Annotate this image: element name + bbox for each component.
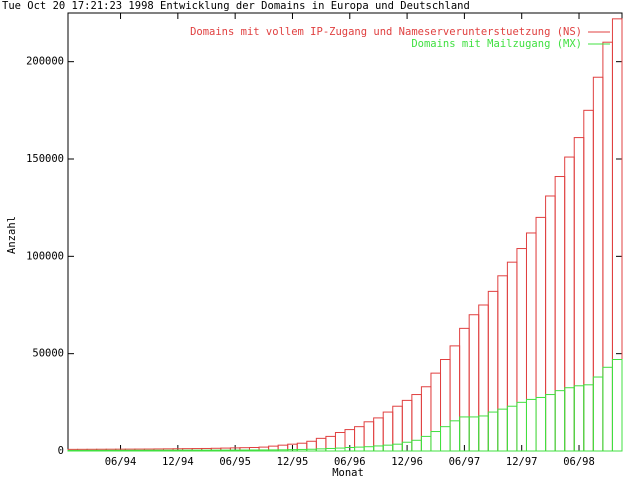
step-box: [554, 390, 566, 452]
step-box: [401, 399, 413, 452]
x-tick-label: 12/95: [277, 456, 309, 468]
step-box: [459, 327, 470, 452]
step-box: [239, 449, 250, 452]
x-tick-label: 06/97: [449, 456, 481, 468]
x-tick-label: 12/97: [506, 456, 538, 468]
step-box: [611, 359, 623, 452]
step-box: [411, 394, 422, 452]
step-box: [220, 449, 231, 452]
step-box: [296, 448, 308, 452]
step-box: [497, 275, 508, 452]
step-box: [115, 449, 126, 452]
y-tick-label: 50000: [32, 348, 64, 360]
step-box: [440, 359, 451, 452]
step-box: [545, 394, 556, 452]
step-box: [268, 449, 279, 452]
step-box: [506, 405, 518, 452]
step-box: [143, 449, 155, 452]
chart-title: Tue Oct 20 17:21:23 1998 Entwicklung der…: [2, 0, 470, 12]
x-axis-label: Monat: [332, 467, 364, 479]
y-tick-label: 150000: [26, 153, 64, 165]
step-box: [210, 449, 222, 452]
x-tick-label: 06/96: [334, 456, 366, 468]
x-tick-label: 06/94: [105, 456, 137, 468]
step-box: [420, 435, 432, 452]
step-box: [440, 426, 451, 452]
step-box: [449, 345, 461, 452]
step-box: [468, 314, 480, 452]
step-box: [592, 76, 604, 452]
step-box: [105, 449, 117, 452]
step-box: [325, 447, 336, 452]
step-box: [592, 376, 604, 452]
step-box: [86, 449, 98, 452]
step-box: [564, 156, 575, 452]
step-box: [583, 384, 594, 452]
step-box: [430, 372, 442, 452]
y-tick-label: 0: [58, 445, 64, 457]
step-box: [354, 446, 365, 452]
step-box: [545, 195, 556, 452]
step-box: [163, 449, 174, 452]
step-box: [487, 290, 499, 452]
step-box: [248, 449, 260, 452]
step-box: [535, 216, 547, 452]
step-box: [363, 446, 375, 452]
step-box: [602, 41, 613, 452]
step-box: [468, 416, 480, 452]
step-box: [229, 449, 241, 452]
x-tick-label: 06/95: [219, 456, 251, 468]
step-box: [411, 439, 422, 452]
step-box: [77, 449, 88, 452]
x-tick-label: 06/98: [563, 456, 595, 468]
step-box: [554, 176, 566, 452]
step-box: [516, 248, 527, 452]
step-box: [583, 109, 594, 452]
y-tick-label: 100000: [26, 250, 64, 262]
step-box: [516, 401, 527, 452]
step-box: [258, 449, 270, 452]
step-box: [373, 445, 384, 452]
legend-label: Domains mit vollem IP-Zugang und Nameser…: [190, 26, 582, 38]
step-box: [392, 443, 403, 452]
step-box: [449, 420, 461, 452]
step-box: [535, 396, 547, 452]
x-tick-label: 12/96: [391, 456, 423, 468]
step-box: [573, 137, 585, 452]
step-box: [573, 385, 585, 452]
step-box: [96, 449, 107, 452]
plot-border: [67, 12, 623, 452]
step-box: [182, 449, 193, 452]
step-box: [124, 449, 136, 452]
step-box: [564, 387, 575, 452]
step-box: [430, 431, 442, 452]
step-box: [506, 261, 518, 452]
step-box: [487, 411, 499, 452]
y-tick-label: 200000: [26, 56, 64, 68]
step-box: [201, 449, 212, 452]
y-axis-label: Anzahl: [6, 216, 18, 254]
step-box: [334, 447, 346, 452]
step-box: [382, 444, 394, 452]
step-box: [67, 449, 79, 452]
step-box: [497, 408, 508, 452]
step-box: [478, 304, 489, 452]
step-box: [420, 386, 432, 452]
x-tick-label: 12/94: [162, 456, 194, 468]
step-box: [611, 18, 623, 452]
step-box: [602, 366, 613, 452]
step-box: [172, 449, 184, 452]
step-box: [306, 448, 317, 452]
step-box: [525, 232, 537, 452]
step-box: [525, 398, 537, 452]
step-box: [277, 449, 289, 452]
step-box: [134, 449, 145, 452]
legend-label: Domains mit Mailzugang (MX): [411, 38, 582, 50]
step-box: [153, 449, 165, 452]
step-box: [191, 449, 203, 452]
step-box: [315, 448, 327, 452]
step-box: [478, 415, 489, 452]
